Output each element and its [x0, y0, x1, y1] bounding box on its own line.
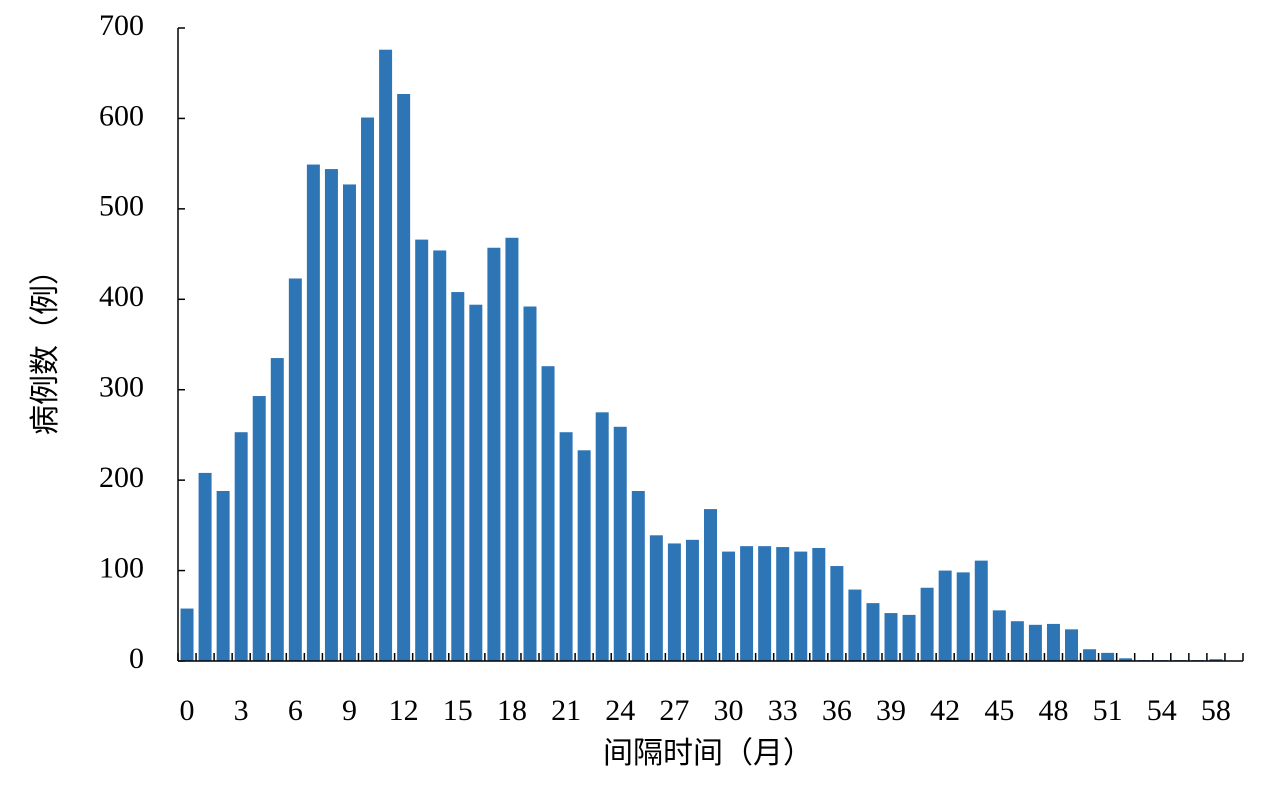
bar: [902, 614, 916, 661]
bar: [595, 412, 609, 661]
bar: [704, 509, 717, 661]
y-tick-label: 700: [99, 9, 144, 42]
x-tick-label: 45: [984, 694, 1014, 727]
bar: [487, 247, 501, 661]
x-tick-label: 33: [768, 694, 798, 727]
x-tick-label: 21: [551, 694, 581, 727]
x-tick-label: 0: [180, 694, 195, 727]
bar: [812, 547, 826, 661]
bar: [992, 610, 1006, 661]
bar: [198, 472, 212, 661]
y-tick-label: 200: [99, 461, 144, 494]
y-axis-label: 病例数（例）: [29, 255, 62, 435]
bar: [938, 570, 952, 661]
bar: [866, 603, 880, 661]
y-tick-label: 100: [99, 551, 144, 584]
bar: [379, 49, 393, 661]
x-tick-label: 18: [497, 694, 527, 727]
x-tick-label: 58: [1201, 694, 1231, 727]
bar: [830, 566, 844, 661]
bar: [794, 551, 808, 661]
bar: [920, 587, 934, 661]
bar: [667, 543, 681, 661]
bar: [288, 278, 302, 661]
bar: [722, 551, 736, 661]
y-tick-label: 0: [129, 642, 144, 675]
x-tick-label: 36: [822, 694, 852, 727]
bar: [613, 426, 627, 661]
bar: [433, 250, 447, 661]
bar: [361, 117, 375, 661]
x-tick-label: 15: [443, 694, 473, 727]
bar: [180, 608, 194, 661]
y-tick-label: 500: [99, 190, 144, 223]
bar: [451, 292, 465, 661]
bar: [1046, 623, 1060, 661]
bar: [631, 490, 645, 661]
bar: [685, 539, 699, 661]
x-axis-label: 间隔时间（月）: [603, 737, 813, 770]
bar: [740, 546, 754, 661]
bar: [974, 560, 988, 661]
bar: [252, 396, 266, 661]
bar: [1119, 658, 1133, 661]
bar: [505, 237, 519, 661]
x-tick-label: 54: [1147, 694, 1177, 727]
bar: [559, 432, 573, 661]
x-tick-label: 3: [234, 694, 249, 727]
bar: [1101, 652, 1115, 661]
bar: [758, 546, 772, 661]
bar: [306, 164, 320, 661]
x-tick-label: 30: [714, 694, 744, 727]
y-tick-label: 300: [99, 371, 144, 404]
y-tick-label: 400: [99, 280, 144, 313]
bar: [234, 432, 248, 661]
bar: [1028, 624, 1042, 661]
bar: [884, 613, 898, 661]
bar: [342, 184, 356, 662]
bar: [956, 572, 970, 661]
bar: [649, 535, 663, 661]
bar: [469, 304, 483, 661]
bar: [776, 547, 790, 661]
bar: [1209, 659, 1223, 661]
bar: [1010, 621, 1024, 661]
x-tick-label: 42: [930, 694, 960, 727]
bar: [523, 306, 537, 661]
y-tick-label: 600: [99, 99, 144, 132]
bar: [324, 169, 338, 661]
x-tick-label: 9: [342, 694, 357, 727]
x-tick-label: 39: [876, 694, 906, 727]
bar: [397, 94, 411, 661]
bar: [577, 450, 591, 661]
bar: [848, 589, 862, 661]
x-tick-label: 24: [605, 694, 635, 727]
x-tick-label: 48: [1038, 694, 1068, 727]
bar: [1065, 629, 1079, 661]
x-tick-label: 12: [389, 694, 419, 727]
x-tick-label: 51: [1093, 694, 1123, 727]
bar: [541, 366, 555, 661]
x-tick-label: 6: [288, 694, 303, 727]
bar: [1083, 649, 1097, 661]
x-tick-label: 27: [659, 694, 689, 727]
bar: [270, 358, 284, 661]
bar: [415, 239, 429, 662]
bar: [216, 490, 230, 661]
